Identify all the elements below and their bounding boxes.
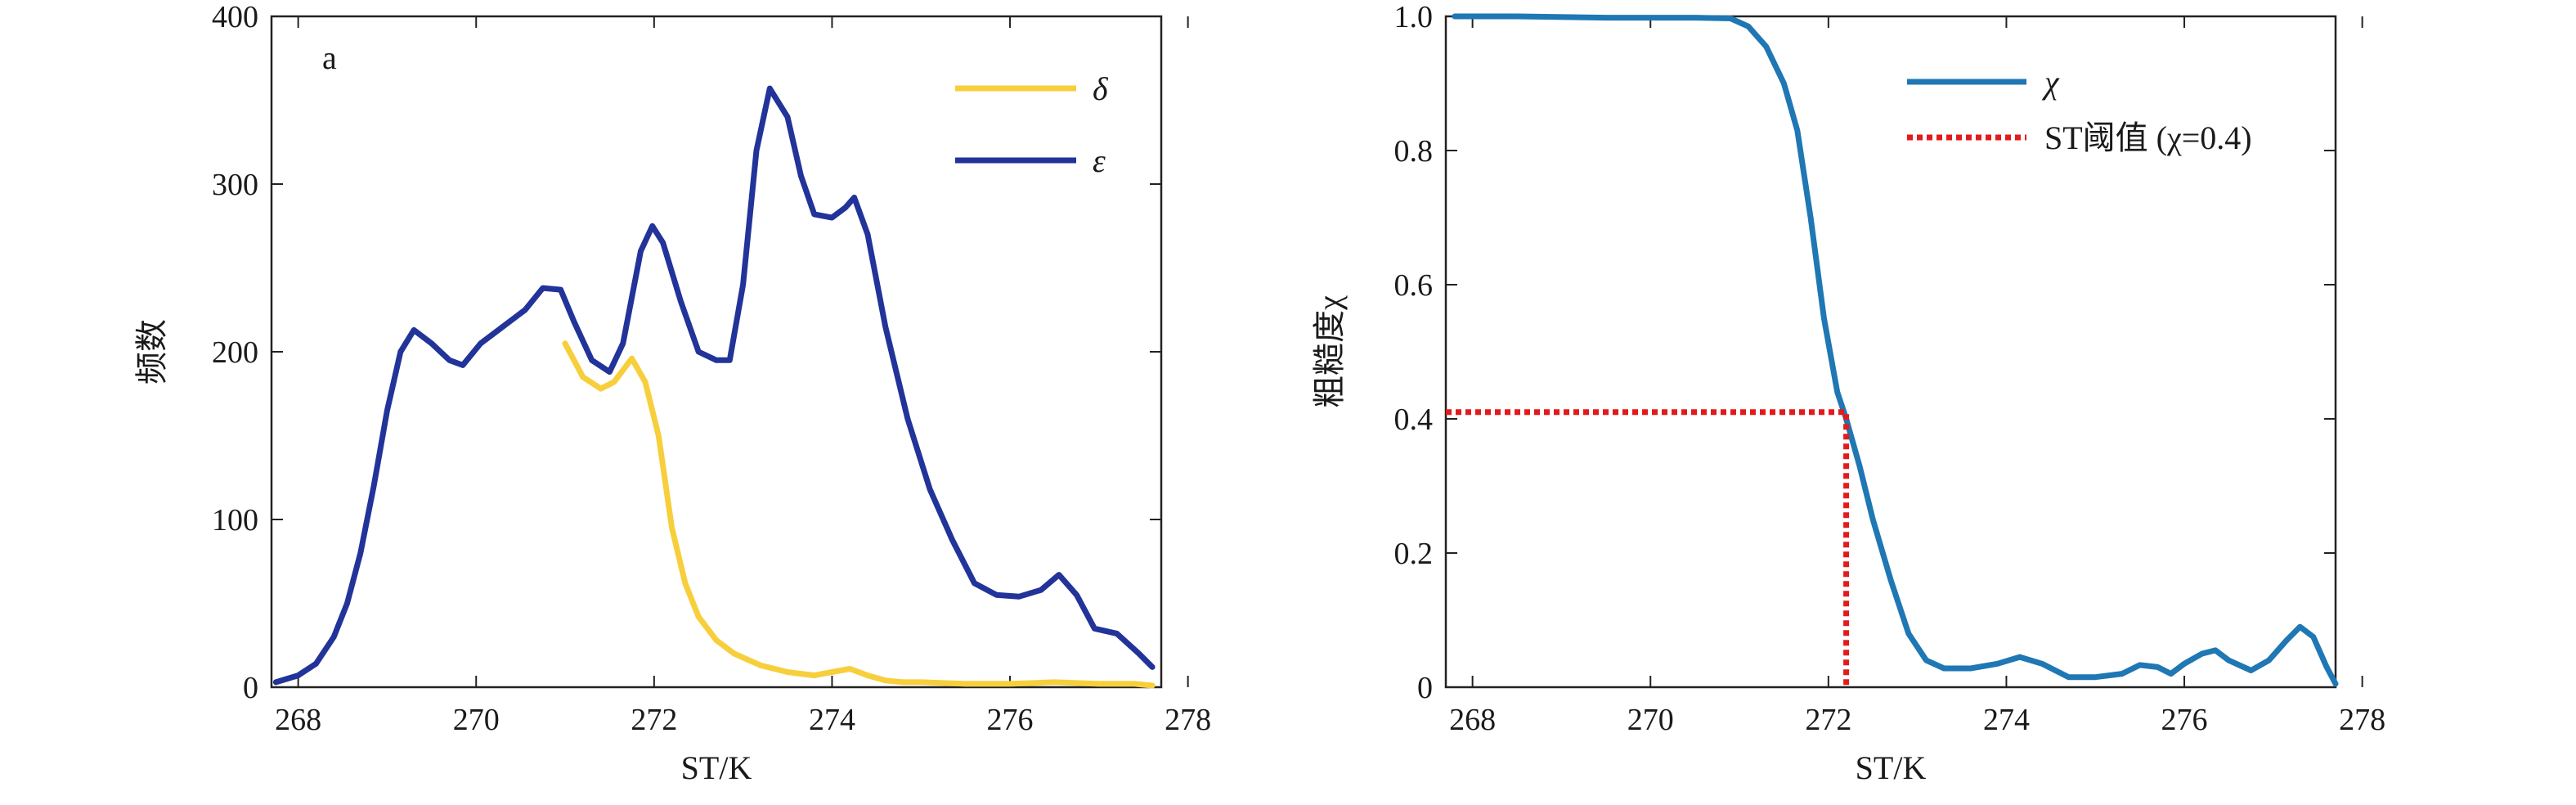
y-tick-label: 0.6	[1394, 268, 1434, 303]
x-tick-label: 278	[1165, 703, 1211, 737]
panel-letter: a	[322, 39, 337, 76]
y-axis-title: 频数	[133, 319, 170, 385]
x-axis-title: ST/K	[681, 749, 752, 786]
y-tick-label: 400	[212, 0, 258, 34]
x-tick-label: 272	[631, 703, 677, 737]
x-tick-label: 274	[809, 703, 855, 737]
legend-label-1: ε	[1093, 142, 1106, 179]
x-tick-label: 270	[453, 703, 500, 737]
x-tick-label: 268	[1449, 703, 1496, 737]
series-line-1	[272, 85, 1156, 686]
y-tick-label: 200	[212, 335, 258, 370]
x-tick-label: 276	[987, 703, 1034, 737]
x-tick-label: 268	[275, 703, 321, 737]
y-tick-label: 0.4	[1394, 402, 1434, 437]
y-tick-label: 0	[1417, 671, 1433, 705]
x-axis-title: ST/K	[1856, 749, 1927, 786]
series-line-0	[1452, 13, 2339, 687]
x-tick-label: 278	[2339, 703, 2385, 737]
y-tick-label: 300	[212, 168, 258, 202]
y-tick-label: 0.8	[1394, 134, 1434, 169]
y-axis-title: 粗糙度χ	[1311, 295, 1348, 408]
y-tick-label: 100	[212, 503, 258, 537]
y-tick-label: 0	[243, 671, 258, 705]
plot-frame	[1444, 15, 2337, 689]
legend-label-0: δ	[1093, 70, 1109, 107]
y-tick-label: 1.0	[1394, 0, 1434, 34]
chart-panel-b: 268 270 272 274 276 278 0 0.2 0.4 0.6 0.8 1.0 ST/K 粗糙…	[1311, 0, 2385, 786]
series-line-0	[562, 340, 1156, 689]
legend-label-1: ST阈值 (χ=0.4)	[2044, 119, 2252, 156]
plot-frame	[270, 15, 1163, 689]
x-tick-label: 272	[1805, 703, 1851, 737]
legend-label-0: χ	[2041, 64, 2060, 101]
series-line-1	[1446, 409, 1850, 687]
chart-panel-a: 268 270 272 274 276 278 0 100 200 300 400 ST/K 频数 a δε	[133, 0, 1211, 786]
x-tick-label: 270	[1627, 703, 1674, 737]
y-tick-label: 0.2	[1394, 537, 1434, 571]
x-tick-label: 276	[2161, 703, 2208, 737]
x-tick-label: 274	[1983, 703, 2030, 737]
